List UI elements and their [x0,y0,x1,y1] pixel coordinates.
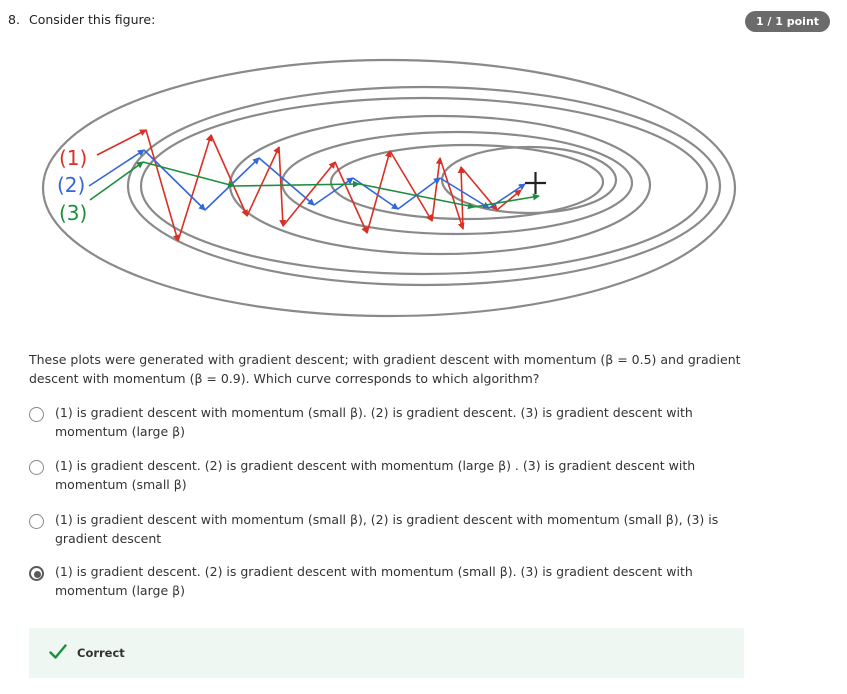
radio-button-selected[interactable] [29,566,44,581]
contour-ring [126,85,722,287]
feedback-box: Correct [29,628,744,678]
contour-ring [139,96,709,276]
answer-option-text: (1) is gradient descent with momentum (s… [55,405,693,439]
feedback-label: Correct [77,646,125,660]
radio-button[interactable] [29,460,44,475]
radio-button[interactable] [29,514,44,529]
check-icon [49,644,67,659]
question-text: Consider this figure: [29,12,156,27]
contour-ring [440,145,618,215]
curve-1-path [96,129,522,242]
answer-option-text: (1) is gradient descent with momentum (s… [55,512,719,546]
answer-option-text: (1) is gradient descent. (2) is gradient… [55,564,693,598]
curve-2-path [88,149,526,211]
radio-button[interactable] [29,407,44,422]
curve-3-label: (3) [59,201,87,225]
contour-ring [280,130,634,236]
question-prompt: These plots were generated with gradient… [29,352,741,386]
contour-ring [41,58,737,318]
contour-figure: (1) (2) (3) [41,58,737,318]
points-badge: 1 / 1 point [745,11,830,32]
question-number: 8. [8,12,20,27]
contour-ring [329,143,605,221]
optimum-cross-icon [525,172,546,194]
contour-ellipses [41,58,737,318]
curve-1-label: (1) [59,146,87,170]
answer-option-text: (1) is gradient descent. (2) is gradient… [55,458,696,492]
curve-3-path [89,161,540,210]
curve-2-label: (2) [57,173,85,197]
